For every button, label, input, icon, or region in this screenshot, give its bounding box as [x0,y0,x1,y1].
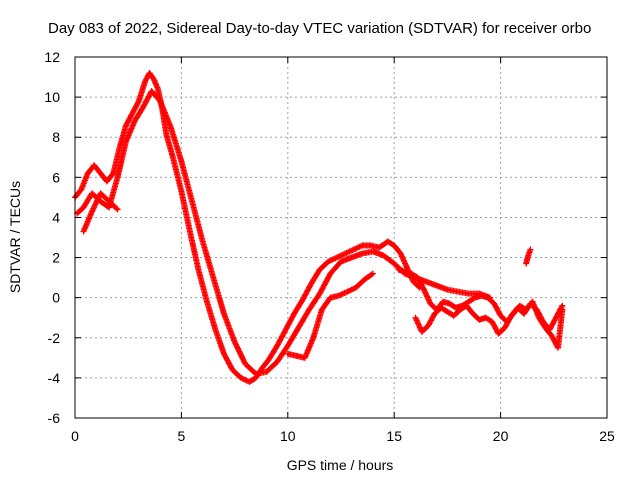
x-tick-label: 15 [386,428,402,444]
data-point-marker [368,271,375,278]
data-point-marker [558,304,565,311]
x-tick-label: 0 [71,428,79,444]
series-low-branch [80,190,121,235]
data-point-marker [109,171,116,178]
y-tick-label: 8 [52,129,60,145]
y-tick-label: -6 [48,410,61,426]
data-markers [72,70,566,385]
data-point-marker [135,99,142,106]
data-point-marker [369,270,376,277]
y-tick-label: 6 [52,169,60,185]
y-tick-label: 4 [52,209,60,225]
series-evening-lower [412,300,566,337]
y-tick-label: 2 [52,250,60,266]
data-point-marker [114,206,121,213]
data-point-marker [559,302,566,309]
x-tick-label: 25 [599,428,615,444]
y-tick-label: 10 [44,89,60,105]
chart-title: Day 083 of 2022, Sidereal Day-to-day VTE… [48,20,591,37]
y-axis-label: SDTVAR / TECUs [7,181,23,293]
grid-lines [75,57,607,418]
x-tick-label: 20 [493,428,509,444]
plot-frame [74,56,608,419]
x-tick-label: 5 [178,428,186,444]
series-afternoon-dip [284,270,376,361]
series-isolated-segment [523,246,534,267]
y-tick-label: 0 [52,290,60,306]
axis-ticks: 0 5 10 15 20 25 -6 -4 -2 0 2 4 6 8 10 12 [44,49,615,444]
y-tick-label: 12 [44,49,60,65]
data-point-marker [527,246,534,253]
x-axis-label: GPS time / hours [287,457,394,473]
y-tick-label: -4 [48,370,61,386]
data-point-marker [420,285,427,292]
data-point-marker [113,205,120,212]
y-tick-label: -2 [48,330,61,346]
x-tick-label: 10 [280,428,296,444]
